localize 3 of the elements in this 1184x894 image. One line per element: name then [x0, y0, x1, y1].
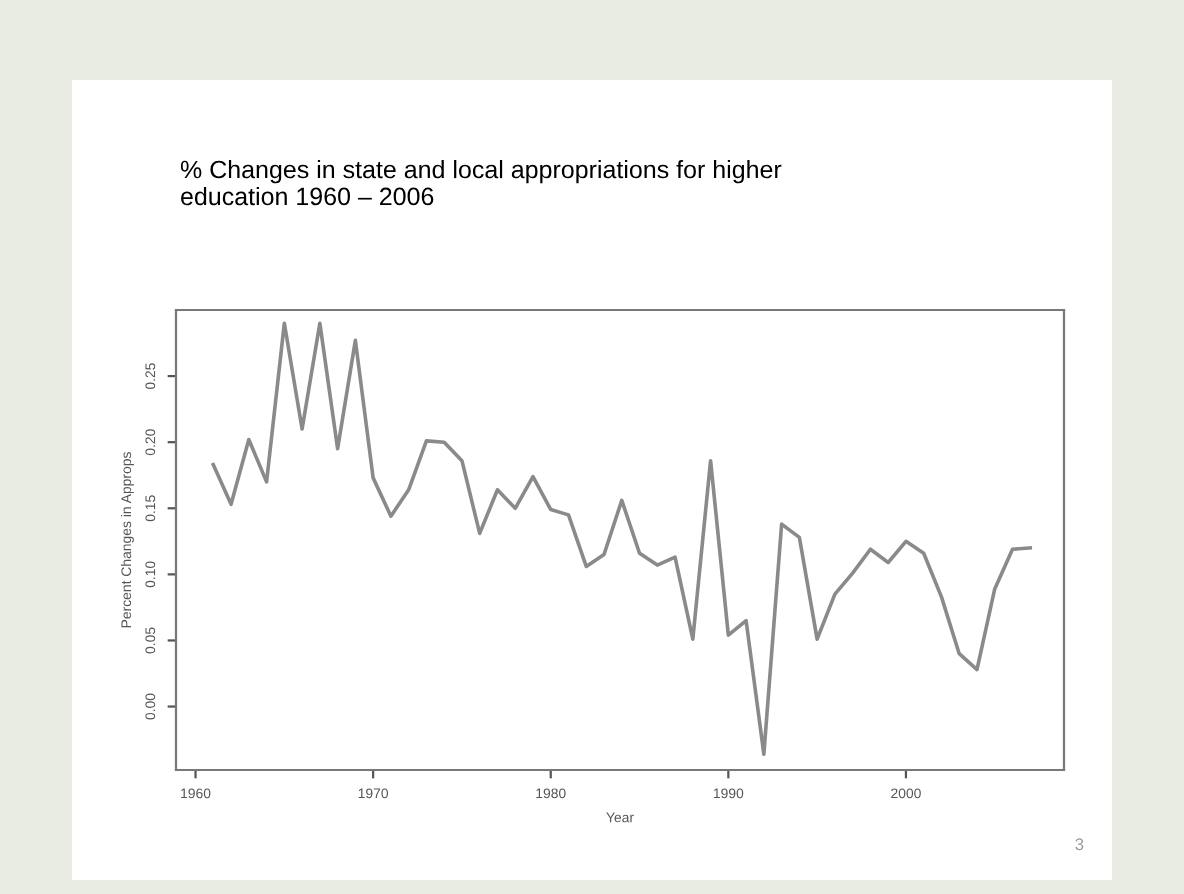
line-series: [211, 321, 1033, 756]
text: 3: [1075, 838, 1084, 851]
chart-title: % Changes in state and local appropriations for higher education 1960 – 2006: [180, 160, 782, 206]
